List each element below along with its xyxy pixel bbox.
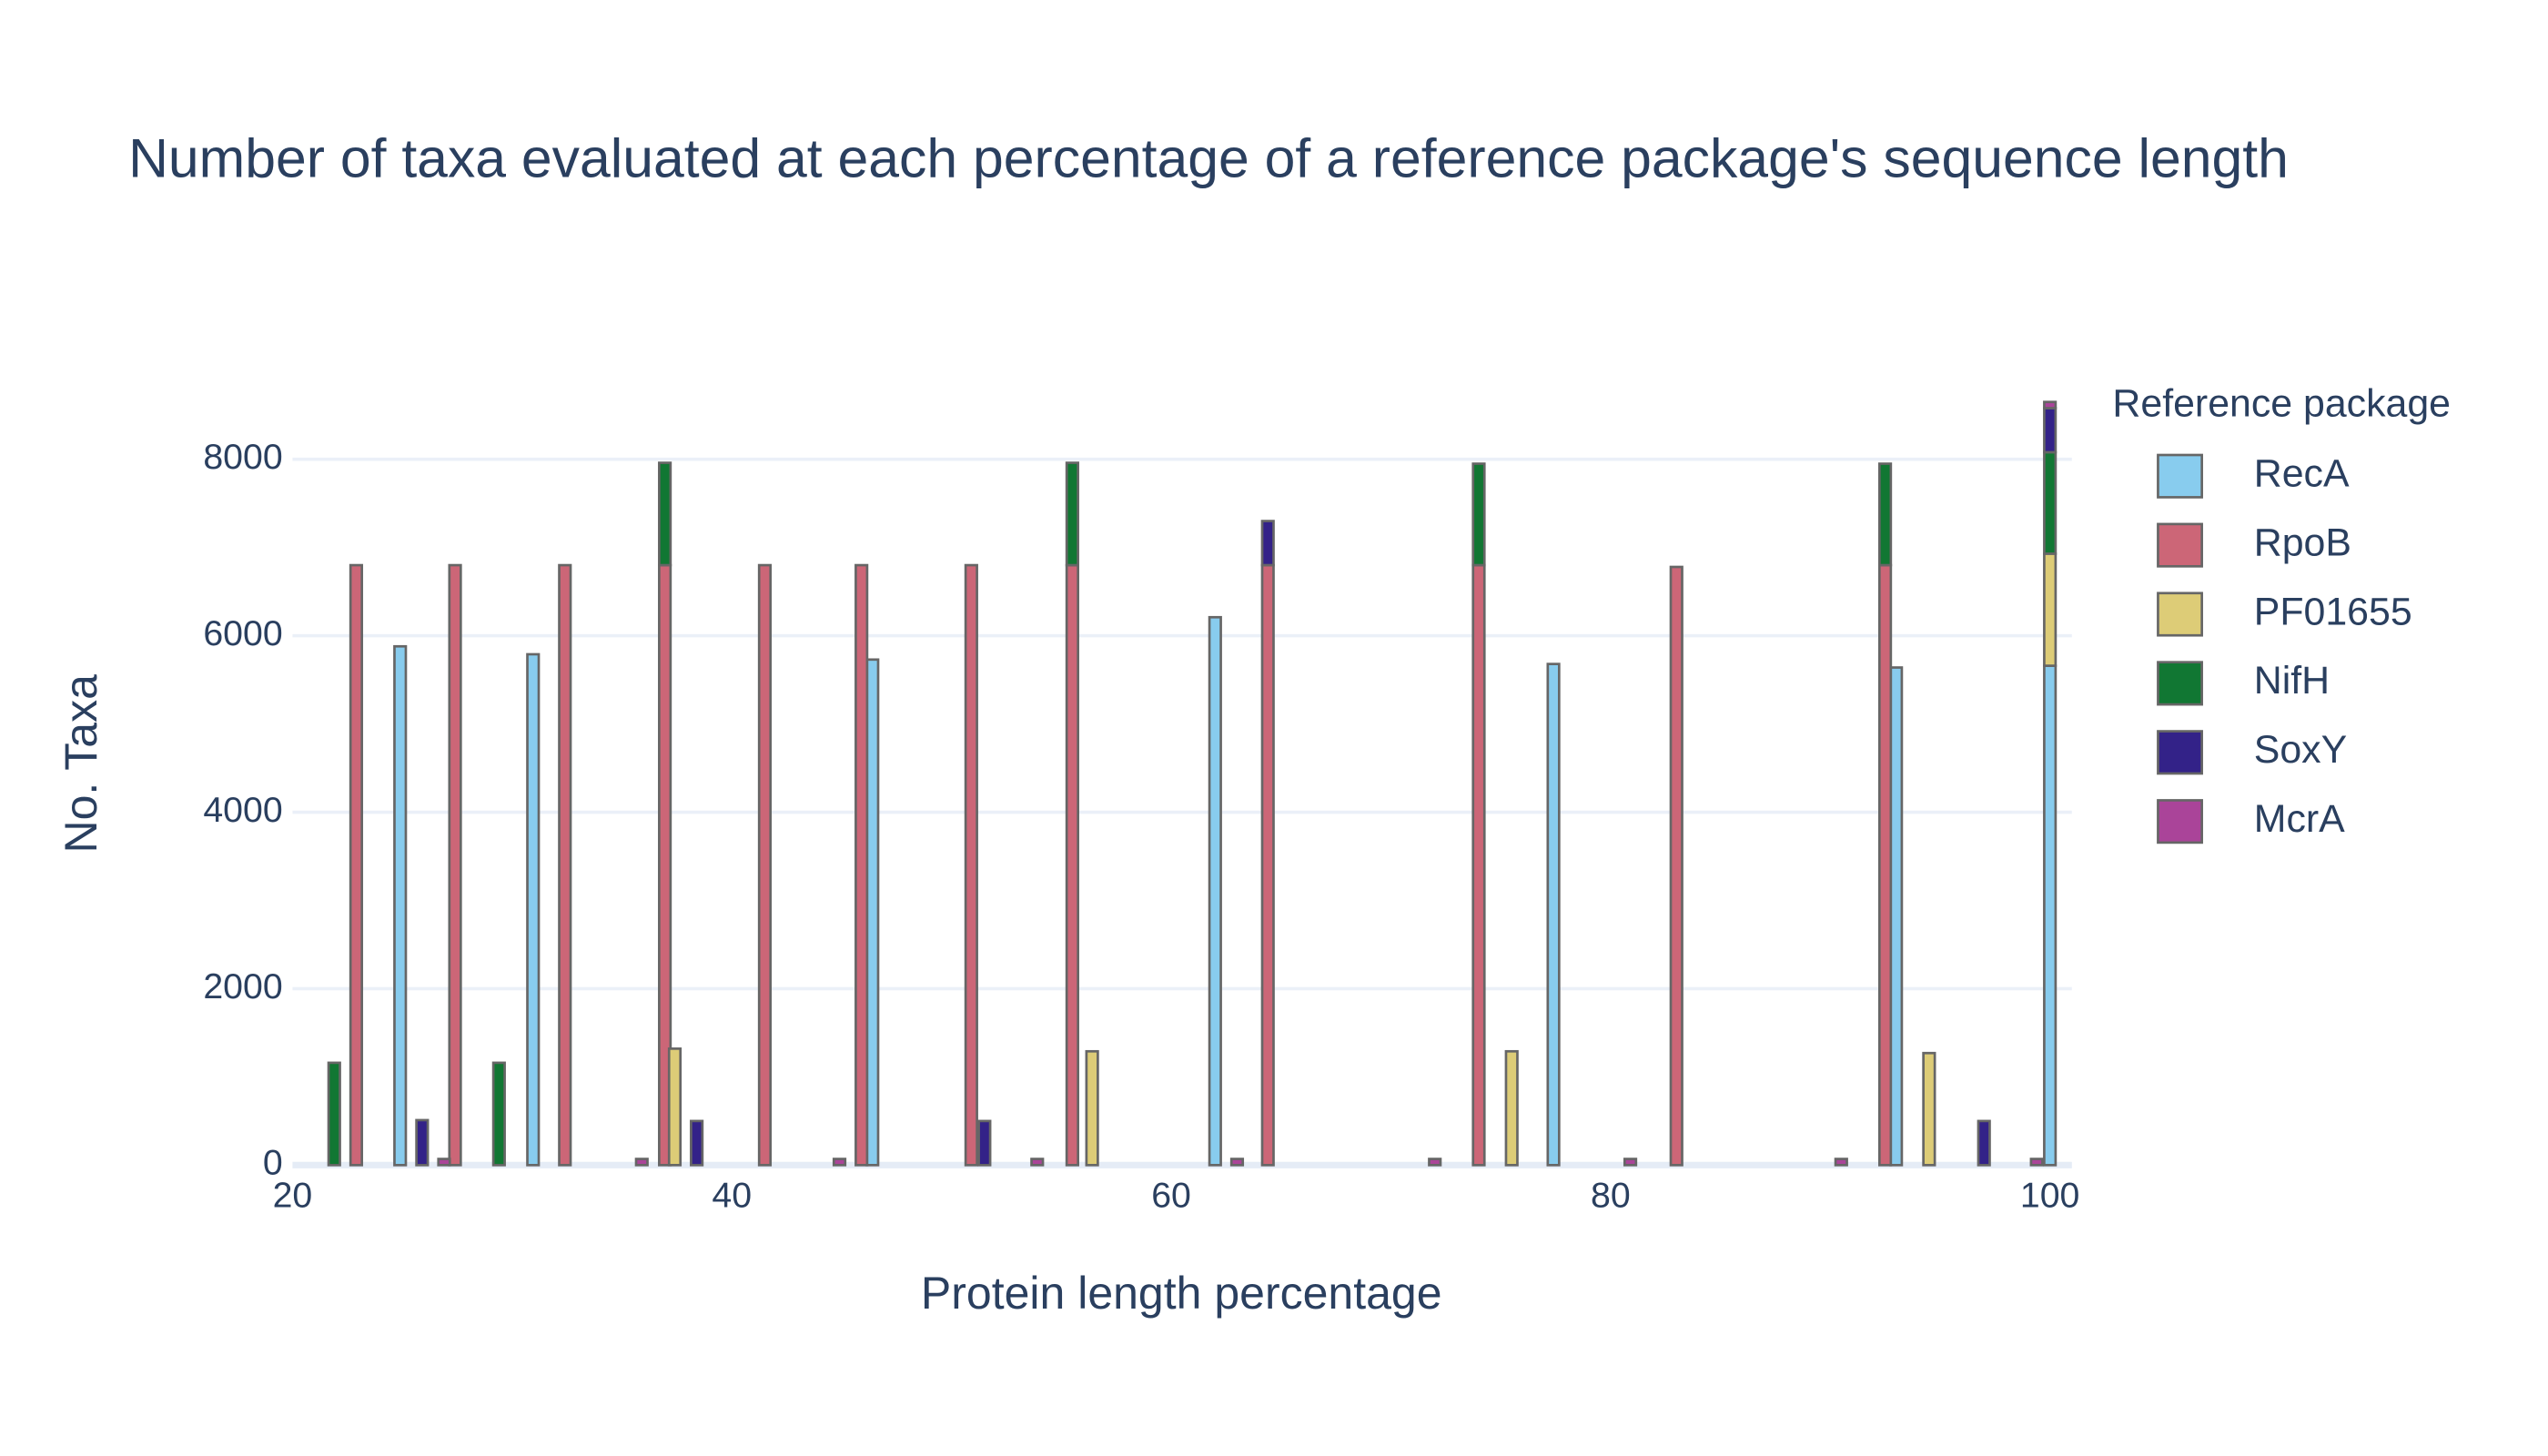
bar	[1471, 563, 1486, 1167]
bar	[1085, 1049, 1099, 1167]
bar	[658, 461, 672, 567]
bar	[327, 1061, 341, 1167]
bar	[2043, 407, 2058, 454]
bar	[1065, 461, 1079, 567]
bar	[1922, 1051, 1936, 1167]
bar	[2043, 552, 2058, 667]
bar	[865, 658, 880, 1167]
bar	[1208, 615, 1222, 1167]
legend-swatch	[2157, 661, 2203, 706]
x-tick-label: 100	[2020, 1175, 2080, 1215]
bar	[349, 563, 364, 1167]
bar	[1260, 563, 1275, 1167]
bar	[1260, 520, 1275, 567]
bar	[634, 1158, 649, 1167]
bar	[526, 652, 541, 1167]
bars	[327, 400, 2058, 1167]
legend-label: RecA	[2254, 452, 2350, 496]
x-tick-label: 40	[712, 1175, 752, 1215]
bar	[1065, 563, 1079, 1167]
y-tick-label: 0	[263, 1143, 283, 1183]
bar	[1546, 662, 1561, 1167]
chart-title: Number of taxa evaluated at each percent…	[128, 127, 2289, 189]
bar	[2043, 664, 2058, 1167]
legend-title: Reference package	[2112, 382, 2451, 426]
bar	[1030, 1158, 1045, 1167]
bar	[1878, 462, 1893, 567]
bar	[1889, 666, 1904, 1167]
bar	[1229, 1158, 1245, 1167]
x-tick-label: 60	[1151, 1175, 1191, 1215]
legend-label: RpoB	[2254, 521, 2351, 564]
x-tick-label: 80	[1591, 1175, 1631, 1215]
y-tick-label: 8000	[203, 437, 282, 477]
legend-label: NifH	[2254, 659, 2330, 703]
bar	[415, 1118, 430, 1167]
bar	[854, 563, 869, 1167]
y-tick-label: 4000	[203, 790, 282, 830]
bar	[1623, 1158, 1638, 1167]
bar	[448, 563, 462, 1167]
legend-label: McrA	[2254, 797, 2345, 841]
bar	[1977, 1119, 1991, 1167]
legend-swatch	[2157, 799, 2203, 844]
bar	[832, 1158, 847, 1167]
bar	[437, 1158, 451, 1167]
legend-swatch	[2157, 522, 2203, 568]
bar	[2029, 1158, 2044, 1167]
legend-label: SoxY	[2254, 728, 2347, 772]
bar	[757, 563, 773, 1167]
legend-swatch	[2157, 592, 2203, 637]
bar	[964, 563, 978, 1167]
bar	[1669, 565, 1684, 1167]
bar	[2043, 450, 2058, 555]
legend-swatch	[2157, 730, 2203, 775]
bar	[1504, 1049, 1519, 1167]
bar	[2043, 400, 2058, 410]
legend-swatch	[2157, 453, 2203, 499]
y-tick-label: 6000	[203, 613, 282, 653]
bar	[977, 1119, 992, 1167]
y-tick-label: 2000	[203, 966, 282, 1006]
bar	[667, 1047, 682, 1167]
bar	[491, 1061, 506, 1167]
bar	[1878, 563, 1893, 1167]
bar	[1428, 1158, 1442, 1167]
bar	[393, 644, 408, 1167]
legend-label: PF01655	[2254, 590, 2412, 633]
x-tick-label: 20	[273, 1175, 313, 1215]
bar	[1471, 462, 1486, 567]
legend: RecA RpoB PF01655 NifH SoxY McrA	[2157, 452, 2412, 844]
grid: 0 2000 4000 6000 8000 20 40 60 80 100	[203, 437, 2079, 1215]
x-axis-title: Protein length percentage	[921, 1268, 1442, 1319]
bar	[558, 563, 572, 1167]
y-axis-title: No. Taxa	[56, 674, 106, 854]
bar	[690, 1119, 704, 1167]
bar	[1834, 1158, 1848, 1167]
